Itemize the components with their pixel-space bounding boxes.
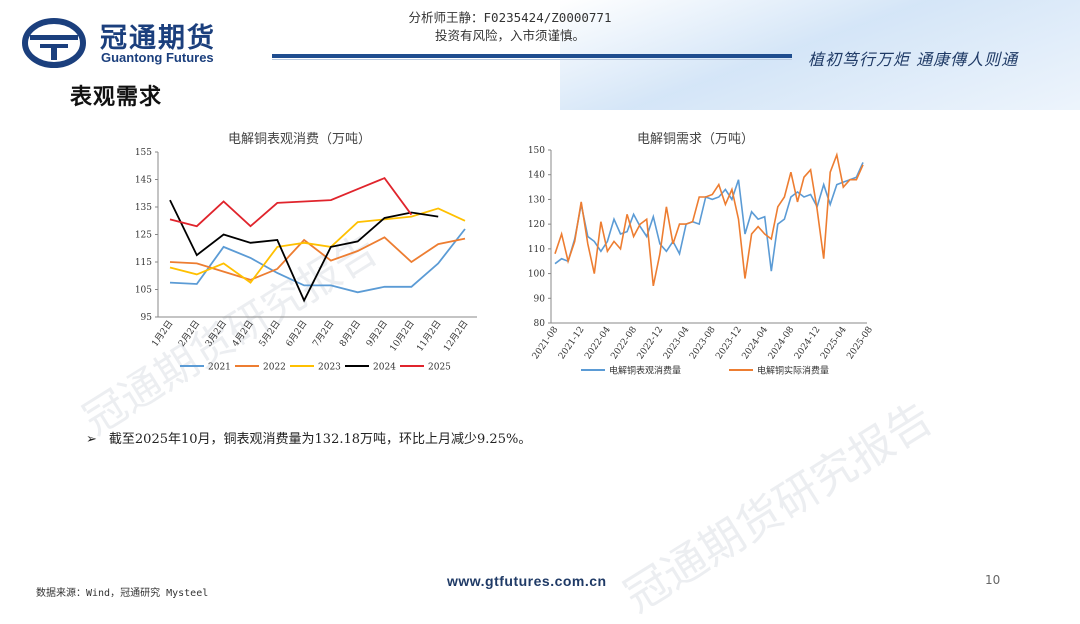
left-legend-label: 2022 (263, 363, 286, 373)
slogan: 植初笃行万炬 通康傳人则通 (808, 50, 1019, 69)
right-y-tick-label: 80 (534, 319, 546, 329)
left-x-tick-label: 5月2日 (257, 318, 283, 348)
chart-left-title: 电解铜表观消费（万吨） (228, 132, 372, 147)
left-series-line-2025 (169, 177, 413, 228)
left-legend-label: 2024 (373, 363, 396, 373)
right-y-tick-label: 110 (528, 245, 545, 255)
right-series-line-1 (554, 162, 864, 272)
chart-right-title: 电解铜需求（万吨） (637, 132, 755, 147)
left-x-tick-label: 6月2日 (284, 318, 310, 348)
left-y-tick-label: 105 (135, 286, 152, 296)
brand-name-en: Guantong Futures (101, 50, 214, 65)
right-y-tick-label: 100 (528, 270, 545, 280)
left-y-tick-label: 115 (135, 258, 152, 268)
left-y-tick-label: 145 (135, 176, 152, 186)
left-series-line-2021 (169, 228, 466, 294)
right-x-tick-label: 2025-08 (845, 325, 875, 362)
left-legend-label: 2025 (428, 363, 451, 373)
data-source: 数据来源：Wind，冠通研究 Mysteel (36, 588, 209, 599)
right-y-tick-label: 120 (528, 220, 545, 230)
watermark-right: 冠通期货研究报告 (615, 392, 942, 623)
left-series-line-2022 (169, 236, 466, 281)
summary-bullet: ➢ 截至2025年10月，铜表观消费量为132.18万吨，环比上月减少9.25%。 (86, 428, 531, 447)
brand-logo-icon (22, 18, 86, 68)
left-x-tick-label: 8月2日 (337, 318, 363, 348)
website-link[interactable]: www.gtfutures.com.cn (447, 573, 607, 589)
right-y-tick-label: 150 (528, 146, 545, 156)
right-y-tick-label: 90 (534, 294, 546, 304)
right-legend-label: 电解铜表观消费量 (609, 365, 681, 377)
risk-notice: 投资有风险，入市须谨慎。 (434, 28, 585, 43)
left-x-tick-label: 9月2日 (364, 318, 390, 348)
left-y-tick-label: 95 (141, 313, 153, 323)
bullet-arrow-icon: ➢ (86, 432, 97, 447)
header-divider-thin (272, 59, 792, 60)
left-y-tick-label: 155 (135, 148, 152, 158)
right-y-tick-label: 130 (528, 195, 545, 205)
brand-name-cn: 冠通期货 (100, 23, 216, 54)
right-y-tick-label: 140 (528, 171, 545, 181)
left-series-line-2023 (169, 207, 466, 284)
page-title: 表观需求 (70, 84, 163, 110)
left-series-line-2024 (169, 199, 439, 303)
analyst-info: 分析师王静：F0235424/Z0000771 (408, 10, 612, 25)
page-number: 10 (985, 573, 1001, 587)
header-divider (272, 54, 792, 58)
left-legend-label: 2023 (318, 363, 341, 373)
left-legend-label: 2021 (208, 363, 231, 373)
left-x-tick-label: 12月2日 (441, 318, 470, 353)
right-legend-label: 电解铜实际消费量 (757, 365, 829, 377)
chart-left: 95 105 115 125 135 145 155 1月2日 2月2日 3月2日 4月2日 5月2日… (135, 148, 477, 373)
left-y-tick-label: 135 (135, 203, 152, 213)
left-x-tick-label: 1月2日 (150, 318, 176, 348)
left-x-tick-label: 11月2日 (414, 318, 443, 353)
left-x-tick-label: 7月2日 (310, 318, 336, 348)
left-x-tick-label: 2月2日 (176, 318, 202, 348)
right-series-line-2 (554, 152, 864, 287)
summary-text: 截至2025年10月，铜表观消费量为132.18万吨，环比上月减少9.25%。 (108, 432, 532, 447)
left-y-tick-label: 125 (135, 231, 152, 241)
left-x-tick-label: 4月2日 (230, 318, 256, 348)
left-x-tick-label: 3月2日 (203, 318, 229, 348)
chart-right: 80901001101201301401502021-082021-122022… (528, 146, 875, 377)
left-x-tick-label: 10月2日 (388, 318, 417, 353)
